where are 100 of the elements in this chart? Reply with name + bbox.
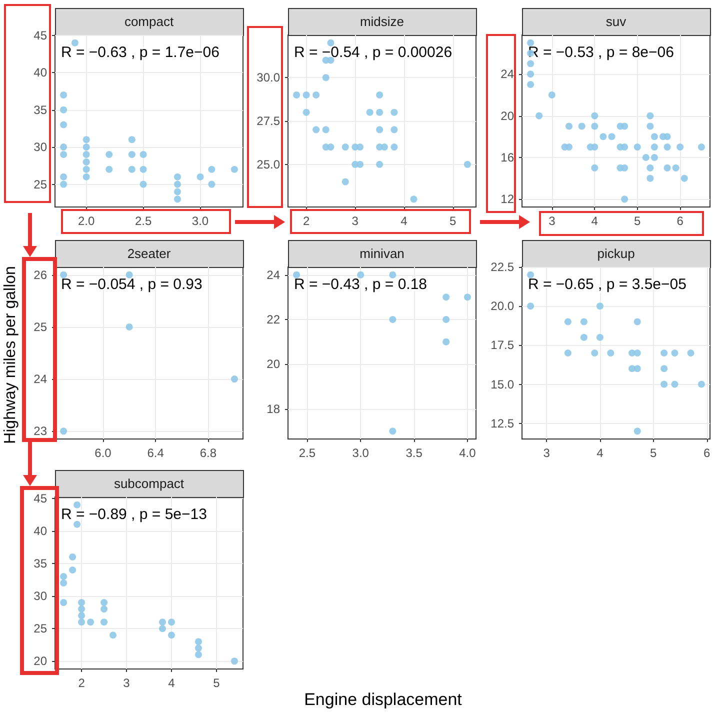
point bbox=[174, 196, 181, 203]
point bbox=[82, 166, 90, 173]
point bbox=[82, 144, 90, 151]
x-tick-label: 4 bbox=[591, 214, 598, 228]
point bbox=[527, 60, 534, 68]
point bbox=[548, 91, 556, 98]
x-tick-label: 4 bbox=[168, 676, 176, 690]
chart-title: subcompact bbox=[114, 476, 184, 491]
point bbox=[687, 350, 694, 356]
point bbox=[442, 294, 450, 301]
point bbox=[672, 164, 680, 172]
point bbox=[566, 122, 572, 130]
point bbox=[342, 144, 349, 151]
point bbox=[621, 144, 628, 151]
point bbox=[621, 164, 628, 172]
point bbox=[327, 39, 334, 46]
y-tick-label: 23 bbox=[34, 424, 48, 438]
x-tick-label: 5 bbox=[213, 676, 220, 690]
point bbox=[128, 136, 136, 144]
x-tick-label: 2 bbox=[78, 676, 86, 690]
annotation: R = −0.43 , p = 0.18 bbox=[294, 276, 428, 293]
point bbox=[410, 196, 418, 203]
point bbox=[591, 350, 598, 356]
point bbox=[82, 151, 90, 158]
y-tick-label: 22 bbox=[266, 312, 280, 326]
x-tick-label: 2.5 bbox=[298, 446, 316, 460]
x-tick-label: 6.0 bbox=[94, 446, 112, 460]
y-tick-label: 24 bbox=[34, 372, 48, 386]
point bbox=[140, 166, 147, 173]
point bbox=[78, 618, 86, 626]
x-tick-label: 3 bbox=[352, 214, 359, 228]
point bbox=[230, 166, 238, 173]
y-tick-label: 16 bbox=[500, 150, 514, 164]
point bbox=[564, 318, 572, 326]
chart-title: midsize bbox=[360, 14, 404, 29]
point bbox=[664, 144, 671, 151]
y-axis-title: Highway miles per gallon bbox=[2, 266, 20, 444]
point bbox=[527, 39, 534, 46]
point bbox=[698, 144, 705, 151]
y-tick-label: 18 bbox=[266, 402, 280, 416]
point bbox=[671, 350, 678, 356]
point bbox=[60, 91, 68, 98]
point bbox=[60, 106, 68, 114]
point bbox=[676, 144, 684, 151]
point bbox=[60, 151, 68, 158]
point bbox=[366, 108, 374, 116]
y-tick-label: 45 bbox=[34, 491, 48, 506]
point bbox=[442, 338, 450, 346]
point bbox=[634, 428, 641, 435]
x-tick-label: 6.4 bbox=[147, 446, 164, 460]
y-tick-label: 24 bbox=[266, 268, 280, 282]
point bbox=[60, 121, 68, 128]
point bbox=[342, 178, 349, 186]
point bbox=[376, 108, 384, 116]
point bbox=[60, 428, 68, 435]
point bbox=[106, 166, 113, 173]
point bbox=[78, 599, 86, 606]
point bbox=[660, 350, 668, 356]
y-tick-label: 20.0 bbox=[490, 299, 514, 314]
point bbox=[74, 520, 81, 528]
chart-title: suv bbox=[606, 14, 627, 29]
point bbox=[650, 133, 658, 140]
point bbox=[646, 112, 654, 120]
y-tick-label: 24 bbox=[500, 67, 514, 82]
point bbox=[208, 180, 216, 188]
annotation: R = −0.63 , p = 1.7e−06 bbox=[61, 44, 220, 61]
point bbox=[60, 173, 68, 180]
point bbox=[646, 164, 654, 172]
point bbox=[128, 166, 136, 173]
point bbox=[126, 323, 133, 330]
annotation: R = −0.54 , p = 0.00026 bbox=[294, 44, 452, 61]
x-tick-label: 4 bbox=[400, 214, 408, 228]
point bbox=[82, 158, 90, 166]
point bbox=[596, 334, 604, 341]
point bbox=[376, 126, 384, 134]
point bbox=[140, 151, 147, 158]
point bbox=[390, 108, 398, 116]
point bbox=[302, 108, 310, 116]
point bbox=[356, 144, 364, 151]
x-tick-label: 4 bbox=[596, 446, 604, 460]
point bbox=[293, 271, 300, 278]
point bbox=[60, 580, 68, 586]
point bbox=[621, 196, 628, 203]
point bbox=[591, 164, 598, 172]
point bbox=[106, 151, 113, 158]
x-tick-label: 3.0 bbox=[192, 214, 209, 228]
chart-title: minivan bbox=[360, 246, 404, 261]
point bbox=[591, 144, 598, 151]
point bbox=[82, 136, 90, 144]
point bbox=[664, 164, 671, 172]
point bbox=[78, 606, 86, 613]
point bbox=[650, 154, 658, 161]
y-tick-label: 25.0 bbox=[256, 157, 280, 172]
x-tick-label: 3 bbox=[543, 446, 550, 460]
y-tick-label: 12 bbox=[500, 192, 514, 206]
y-tick-label: 20 bbox=[34, 654, 48, 668]
point bbox=[564, 350, 572, 356]
chart-title: compact bbox=[124, 14, 174, 29]
point bbox=[74, 501, 81, 508]
y-tick-label: 40 bbox=[34, 524, 48, 538]
